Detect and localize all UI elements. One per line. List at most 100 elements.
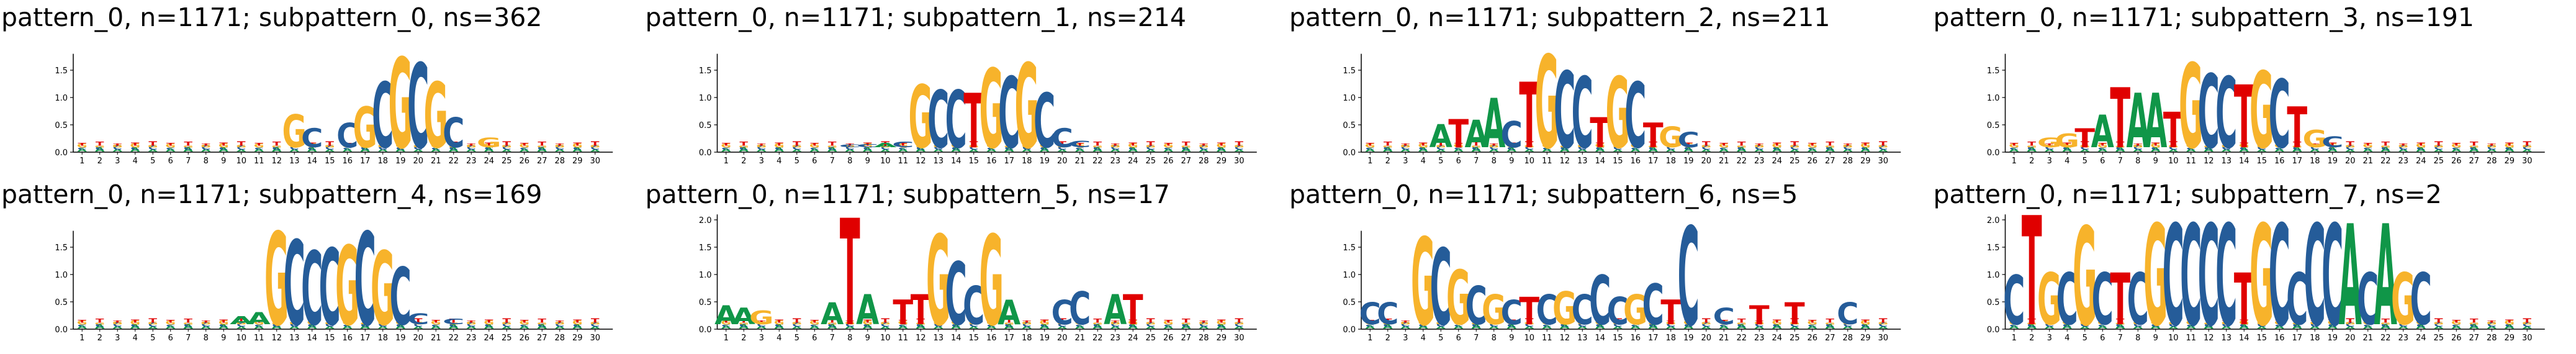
logo-letter-A: A [714,300,737,330]
logo-letter-A: A [2339,196,2362,354]
x-tick-label: 27 [537,157,547,166]
x-tick-label: 17 [1004,157,1014,166]
logo-noise-letter: T [1058,317,1066,324]
x-tick-label: 21 [431,157,441,166]
logo-letter-G: G [282,106,307,158]
logo-noise-letter: A [1366,324,1376,330]
logo-noise-letter: T [1111,143,1120,147]
logo-noise-letter: T [757,320,766,324]
x-tick-label: 7 [2118,157,2123,166]
y-tick-label: 0.0 [1987,325,2000,335]
logo-letter-C: C [336,116,358,156]
x-tick-label: 17 [1648,334,1659,343]
logo-noise-letter: G [2239,142,2249,149]
logo-letter-A: A [732,304,755,330]
y-tick-label: 1.0 [1343,271,1356,280]
logo-noise-letter: C [1826,322,1835,328]
x-tick-label: 13 [933,157,943,166]
logo-noise-letter: C [1701,322,1711,328]
logo-noise-letter: T [1861,319,1870,324]
logo-noise-letter: C [827,322,837,328]
logo-noise-letter: C [1075,324,1084,327]
logo-noise-letter: G [986,143,996,149]
x-tick-label: 19 [395,157,406,166]
logo-noise-letter: T [2452,319,2461,324]
logo-noise-letter: G [2398,320,2408,326]
x-tick-label: 15 [968,334,979,343]
logo-noise-letter: A [1808,147,1817,153]
logo-noise-letter: T [2151,319,2161,324]
logo-noise-letter: C [1418,147,1428,151]
x-tick-label: 24 [2416,157,2426,166]
logo-noise-letter: T [2364,142,2372,147]
logo-noise-letter: T [2098,142,2107,147]
logo-noise-letter: A [1684,147,1694,153]
logo-noise-letter: G [2009,320,2019,326]
x-tick-label: 6 [812,334,817,343]
logo-noise-letter: G [1719,320,1729,326]
logo-noise-letter: A [1164,324,1174,330]
logo-noise-letter: G [413,322,423,326]
logo-noise-letter: A [1401,325,1411,330]
logo-noise-letter: T [775,142,784,147]
logo-noise-letter: C [916,322,925,328]
logo-noise-letter: G [2204,322,2213,325]
logo-noise-letter: T [2434,317,2443,324]
logo-noise-letter: A [2222,148,2231,153]
logo-noise-letter: T [1631,142,1640,147]
logo-noise-letter: G [218,142,228,149]
logo-letter-C: C [1837,297,1858,332]
logo-noise-letter: T [2505,319,2515,324]
logo-letter-G: G [1659,121,1683,155]
logo-noise-letter: G [2133,143,2143,149]
x-tick-label: 20 [413,334,423,343]
logo-noise-letter: C [1649,145,1658,151]
x-tick-label: 22 [1092,334,1103,343]
logo-noise-letter: G [2027,322,2037,325]
logo-noise-letter: C [1401,320,1410,328]
logo-noise-letter: T [1490,320,1498,324]
logo-noise-letter: G [148,322,158,326]
x-tick-label: 22 [448,334,459,343]
logo-noise-letter: C [1454,324,1463,327]
logo-noise-letter: A [1666,148,1676,153]
logo-noise-letter: C [1040,147,1049,151]
logo-noise-letter: G [95,322,105,325]
logo-noise-letter: T [1005,318,1014,324]
logo-noise-letter: A [2151,147,2161,153]
logo-noise-letter: T [1613,317,1622,324]
logo-noise-letter: A [1004,323,1014,330]
logo-noise-letter: G [2363,320,2373,326]
logo-noise-letter: C [2328,324,2337,328]
logo-noise-letter: T [184,318,192,324]
logo-noise-letter: C [1217,324,1226,328]
logo-noise-letter: C [1826,145,1835,151]
logo-noise-letter: A [1542,324,1552,330]
x-tick-label: 16 [2274,334,2285,343]
logo-noise-letter: T [1235,317,1243,324]
logo-noise-letter: A [236,149,247,152]
logo-noise-letter: T [916,318,925,324]
x-tick-label: 3 [759,157,764,166]
logo-noise-letter: A [2434,326,2444,329]
logo-noise-letter: G [1146,322,1156,326]
y-tick-label: 1.0 [1343,94,1356,103]
logo-noise-letter: G [951,142,961,149]
x-tick-label: 25 [502,157,512,166]
logo-noise-letter: A [2310,148,2320,153]
logo-noise-letter: A [2487,148,2497,153]
logo-noise-letter: G [2345,145,2355,149]
logo-letter-C: C [2127,258,2149,341]
logo-noise-letter: A [1181,146,1191,153]
logo-noise-letter: C [1022,143,1032,151]
logo-noise-letter: T [1076,142,1084,147]
logo-noise-letter: C [538,145,547,151]
logo-letter-G: G [477,135,501,151]
logo-noise-letter: G [1595,319,1605,326]
logo-noise-letter: G [757,320,767,326]
logo-noise-letter: A [757,148,767,153]
logo-noise-letter: A [1878,326,1889,329]
logo-noise-letter: T [556,143,564,147]
logo-noise-letter: T [467,143,475,147]
logo-noise-letter: T [1401,143,1410,147]
